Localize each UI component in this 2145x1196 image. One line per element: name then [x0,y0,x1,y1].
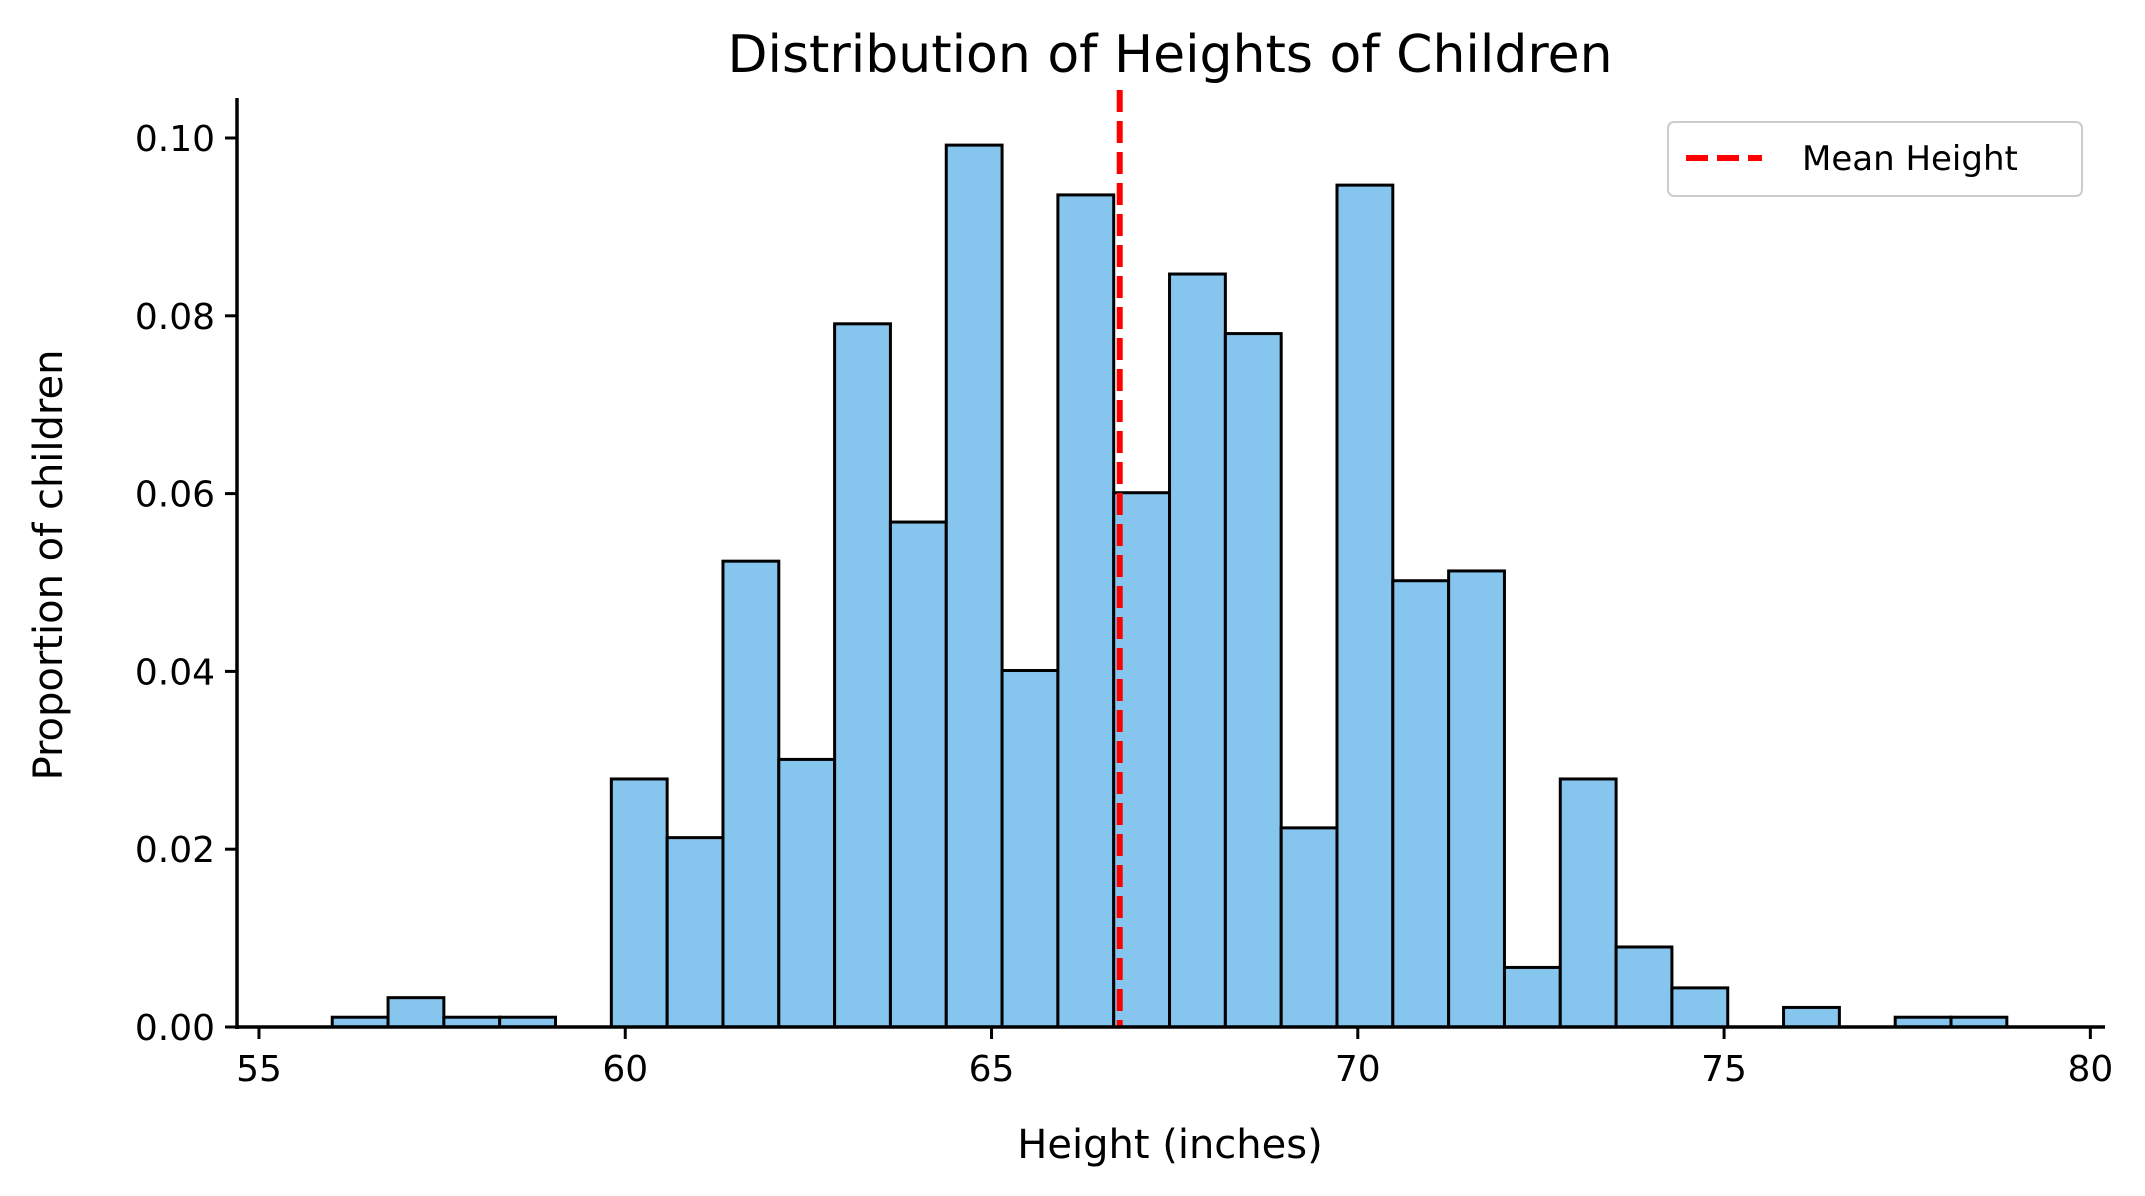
histogram-bar [888,520,948,1029]
chart-title: Distribution of Heights of Children [727,25,1612,85]
ticks-group: 55 60 65 70 75 80 0.00 0.02 0.04 0.06 0.08 0.10 [135,119,2113,1090]
histogram-bar [609,777,669,1029]
bars-group [330,143,2009,1029]
histogram-bar [386,996,446,1029]
legend: Mean Height [1667,121,2083,197]
x-tick-label: 55 [236,1049,282,1090]
histogram-bar [1670,986,1730,1029]
histogram-bar [1447,569,1506,1029]
histogram-bar [1000,669,1060,1029]
histogram-bar [1279,826,1339,1029]
y-tick-label: 0.00 [135,1008,215,1049]
y-tick-label: 0.08 [135,297,215,338]
y-tick-label: 0.02 [135,830,215,871]
axes-group [235,98,2105,1029]
histogram-bar [1782,1005,1841,1029]
x-tick-label: 70 [1335,1049,1381,1090]
x-tick-label: 75 [1701,1049,1747,1090]
histogram-bar [833,322,892,1029]
histogram-bar [1502,965,1562,1029]
histogram-bar [665,836,725,1029]
y-axis-label: Proportion of children [26,350,72,781]
x-tick-label: 65 [969,1049,1015,1090]
legend-label-mean-height: Mean Height [1802,139,2018,179]
histogram-bar [777,757,837,1029]
y-tick-label: 0.10 [135,119,215,160]
histogram-bar [1056,193,1116,1029]
x-tick-label: 80 [2067,1049,2113,1090]
y-tick-label: 0.04 [135,652,215,693]
histogram-bar [721,559,781,1029]
histogram-bar [1391,579,1451,1029]
histogram-bar [1558,777,1618,1029]
legend-box [1667,121,2083,197]
histogram-bar [944,143,1004,1029]
x-tick-label: 60 [602,1049,648,1090]
x-axis-label: Height (inches) [1017,1122,1322,1168]
histogram-bar [1335,183,1395,1029]
histogram-bar [1614,945,1674,1029]
histogram-bar [1223,332,1283,1029]
histogram-bar [1168,272,1227,1029]
y-tick-label: 0.06 [135,475,215,516]
